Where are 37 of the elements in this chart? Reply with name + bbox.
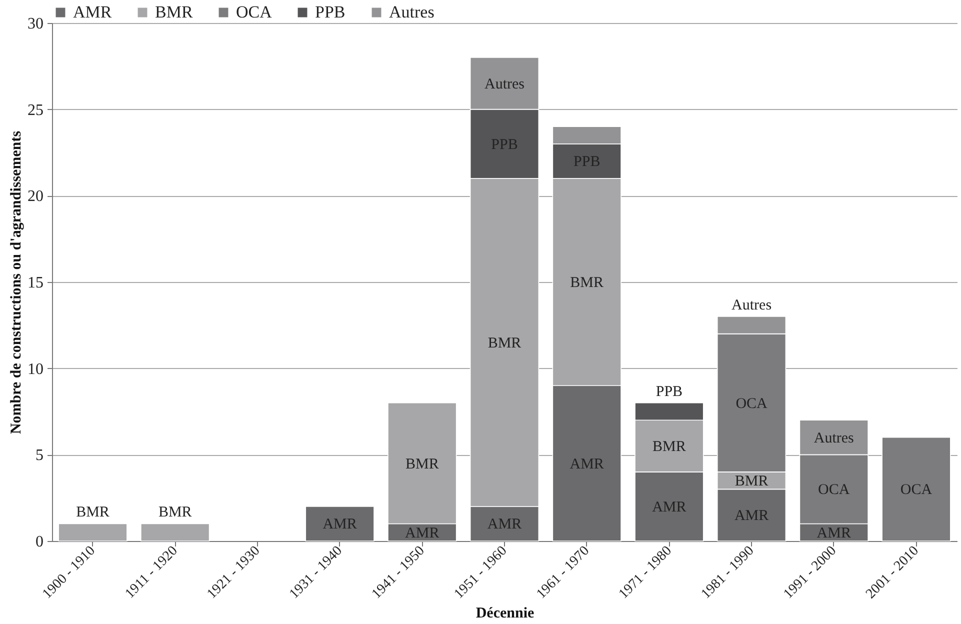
data-label: Autres xyxy=(814,430,854,446)
data-label: AMR xyxy=(652,499,686,516)
data-label: OCA xyxy=(818,482,850,498)
y-tick-label: 5 xyxy=(36,447,44,464)
legend-label: Autres xyxy=(389,2,434,22)
y-tick-label: 30 xyxy=(28,16,44,32)
data-label: AMR xyxy=(734,508,769,524)
x-axis-title: Décennie xyxy=(476,605,534,622)
data-label: AMR xyxy=(816,525,851,542)
data-label: Autres xyxy=(732,298,772,314)
bar xyxy=(58,523,128,542)
legend-label: OCA xyxy=(236,2,273,22)
legend-label: PPB xyxy=(315,2,346,22)
data-label: AMR xyxy=(405,525,440,542)
data-label: AMR xyxy=(322,516,357,533)
data-label: PPB xyxy=(656,384,683,400)
data-label: OCA xyxy=(736,396,768,412)
data-label: BMR xyxy=(76,504,110,521)
data-label: OCA xyxy=(900,482,932,498)
bar xyxy=(140,523,210,542)
y-axis-title: Nombre de constructions ou d'agrandissements xyxy=(8,130,24,434)
data-label: BMR xyxy=(652,439,686,456)
data-label: Autres xyxy=(484,76,525,92)
data-label: BMR xyxy=(405,456,439,472)
legend-label: AMR xyxy=(73,2,112,22)
data-label: AMR xyxy=(570,456,604,472)
y-tick-label: 10 xyxy=(28,360,44,378)
data-label: BMR xyxy=(488,335,522,352)
data-label: BMR xyxy=(158,504,192,521)
legend-label: BMR xyxy=(155,2,194,22)
data-label: AMR xyxy=(487,516,522,533)
data-label: BMR xyxy=(734,474,768,490)
y-tick-label: 0 xyxy=(36,534,44,550)
y-tick-label: 15 xyxy=(28,274,44,292)
y-tick-label: 20 xyxy=(28,188,44,206)
y-tick-label: 25 xyxy=(28,102,44,119)
data-label: BMR xyxy=(570,275,604,291)
